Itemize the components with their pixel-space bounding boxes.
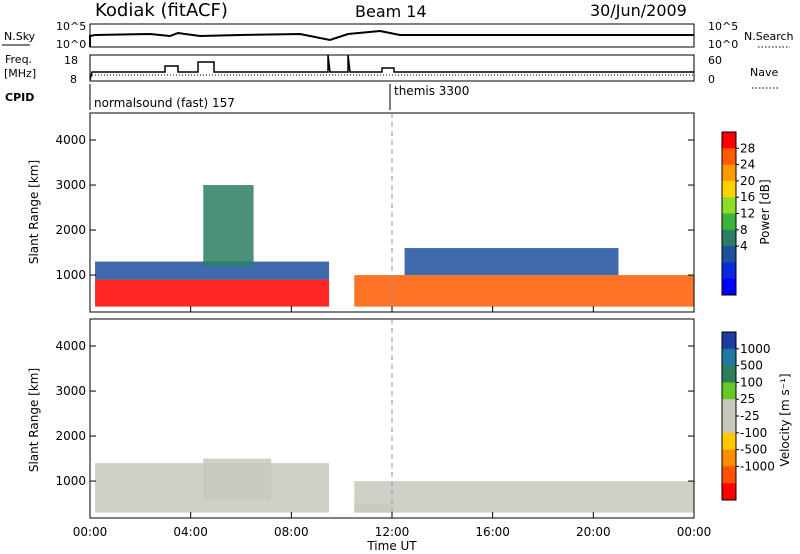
colorbar-tick-label: 500: [740, 359, 763, 373]
freq-label-1: Freq.: [5, 53, 32, 66]
nave-label: Nave: [750, 66, 778, 79]
x-tick-label: 20:00: [576, 525, 611, 539]
colorbar-tick-label: 100: [740, 375, 763, 389]
nsearch-label: N.Search: [744, 30, 794, 43]
cpid-label: CPID: [5, 91, 34, 104]
nsky-label: N.Sky: [4, 30, 36, 43]
colorbar-tick-label: 1000: [740, 342, 771, 356]
velocity-heatmap: [95, 319, 694, 518]
data-gap: [331, 113, 352, 312]
y-tick-label: 2000: [55, 223, 86, 237]
colorbar-swatch: [722, 229, 736, 247]
colorbar-tick-label: 25: [740, 392, 755, 406]
heatmap-region-1: [95, 261, 330, 280]
station-title: Kodiak (fitACF): [95, 0, 228, 21]
x-tick-label: 00:00: [73, 525, 108, 539]
cpid-segment-1: normalsound (fast) 157: [94, 96, 235, 110]
velocity-y-axis: 4000 3000 2000 1000: [55, 339, 694, 488]
beam-title: Beam 14: [355, 2, 427, 21]
nsky-tick-bottom: 10^0: [56, 38, 86, 51]
nsky-trace: [89, 29, 694, 47]
date-title: 30/Jun/2009: [590, 1, 687, 20]
colorbar-swatch: [722, 278, 736, 296]
y-tick-label: 1000: [55, 268, 86, 282]
colorbar-swatch: [722, 262, 736, 280]
heatmap-region-2: [354, 275, 694, 307]
x-tick-label: 16:00: [475, 525, 510, 539]
colorbar-swatch: [722, 348, 736, 367]
colorbar-tick-label: 28: [740, 141, 755, 155]
y-tick-label: 1000: [55, 474, 86, 488]
colorbar-swatch: [722, 132, 736, 149]
colorbar-tick-label: 8: [740, 223, 748, 237]
velocity-y-axis-label: Slant Range [km]: [27, 368, 41, 472]
colorbar-swatch: [722, 483, 736, 501]
velocity-colorbar: 1000 500 100 25 -25 -100 -500 -1000: [721, 331, 775, 501]
colorbar-swatch: [722, 148, 736, 166]
colorbar-swatch: [722, 180, 736, 198]
heatmap-region-3: [354, 503, 392, 513]
colorbar-swatch: [722, 332, 736, 350]
freq-panel: [89, 54, 695, 82]
heatmap-region-4: [203, 185, 254, 267]
power-y-axis-label: Slant Range [km]: [27, 160, 41, 264]
colorbar-swatch: [722, 164, 736, 182]
colorbar-tick-label: 24: [740, 158, 755, 172]
colorbar-swatch: [722, 246, 736, 263]
colorbar-tick-label: -25: [740, 409, 760, 423]
heatmap-region-2: [203, 458, 272, 500]
colorbar-tick-label: 4: [740, 239, 748, 253]
colorbar-tick-label: 20: [740, 174, 755, 188]
freq-tick-top: 18: [64, 54, 78, 67]
colorbar-tick-label: -1000: [740, 459, 775, 473]
x-tick-label: 00:00: [677, 525, 712, 539]
freq-trace: [89, 54, 694, 81]
nsearch-tick-bottom: 10^0: [708, 38, 738, 51]
freq-tick-bottom: 8: [70, 73, 77, 86]
colorbar-swatch: [722, 365, 736, 383]
power-colorbar: 28 24 20 16 12 8 4: [721, 131, 755, 296]
data-gap: [331, 319, 352, 518]
heatmap-region-3: [404, 248, 619, 276]
x-tick-label: 08:00: [274, 525, 309, 539]
nave-tick-top: 60: [708, 54, 722, 67]
colorbar-tick-label: 12: [740, 207, 755, 221]
heatmap-region-1: [354, 481, 694, 513]
velocity-colorbar-label: Velocity [m s⁻¹]: [778, 373, 792, 466]
y-tick-label: 3000: [55, 384, 86, 398]
x-tick-label: 12:00: [375, 525, 410, 539]
power-heatmap: [95, 113, 694, 312]
colorbar-swatch: [722, 382, 736, 400]
y-tick-label: 2000: [55, 429, 86, 443]
power-y-axis: 4000 3000 2000 1000: [55, 133, 694, 282]
freq-label-2: [MHz]: [4, 67, 36, 80]
colorbar-swatch: [722, 197, 736, 214]
cpid-segment-2: themis 3300: [394, 84, 469, 98]
heatmap-region-0: [95, 279, 330, 307]
colorbar-swatch: [722, 466, 736, 484]
colorbar-tick-label: 16: [740, 190, 755, 204]
power-colorbar-label: Power [dB]: [758, 179, 772, 244]
colorbar-swatch: [722, 416, 736, 434]
y-tick-label: 3000: [55, 178, 86, 192]
x-tick-label: 04:00: [173, 525, 208, 539]
y-tick-label: 4000: [55, 339, 86, 353]
y-tick-label: 4000: [55, 133, 86, 147]
nave-tick-bottom: 0: [708, 73, 715, 86]
colorbar-swatch: [722, 213, 736, 231]
colorbar-swatch: [722, 449, 736, 467]
x-axis-label: Time UT: [366, 539, 417, 553]
colorbar-swatch: [722, 432, 736, 451]
colorbar-tick-label: -100: [740, 426, 767, 440]
nsearch-tick-top: 10^5: [708, 20, 738, 33]
colorbar-tick-label: -500: [740, 443, 767, 457]
x-axis: 00:00 04:00 08:00 12:00 16:00 20:00 00:00: [73, 306, 712, 539]
nsky-tick-top: 10^5: [56, 20, 86, 33]
colorbar-swatch: [722, 399, 736, 417]
